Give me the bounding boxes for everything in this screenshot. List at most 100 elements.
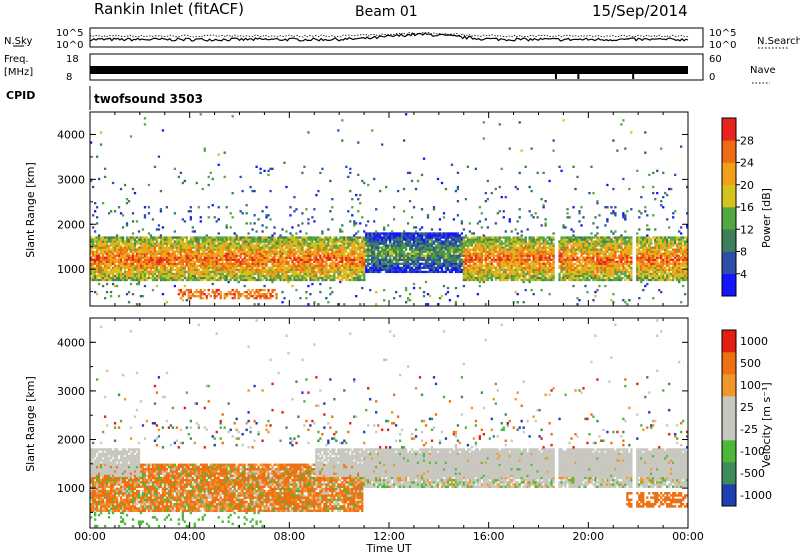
heatmap-cell <box>165 262 169 265</box>
heatmap-cell <box>371 254 374 257</box>
heatmap-cell <box>448 262 452 265</box>
heatmap-cell <box>369 246 372 249</box>
heatmap-cell <box>203 258 206 261</box>
heatmap-cell <box>251 276 254 280</box>
heatmap-cell <box>217 276 220 280</box>
heatmap-cell <box>353 240 356 243</box>
heatmap-cell <box>379 236 382 239</box>
heatmap-cell <box>456 240 460 243</box>
heatmap-cell <box>502 278 505 282</box>
heatmap-cell <box>227 268 230 272</box>
heatmap-cell <box>259 248 262 251</box>
heatmap-cell <box>355 232 358 235</box>
heatmap-cell <box>271 250 274 253</box>
heatmap-cell <box>418 248 422 251</box>
heatmap-cell <box>389 238 392 241</box>
heatmap-cell <box>127 301 131 304</box>
heatmap-cell <box>285 266 288 270</box>
heatmap-cell <box>396 242 400 245</box>
heatmap-cell <box>394 254 398 257</box>
heatmap-cell <box>323 250 326 253</box>
heatmap-cell <box>361 256 364 259</box>
heatmap-cell <box>474 167 477 171</box>
heatmap-cell <box>317 242 320 245</box>
heatmap-cell <box>436 264 440 268</box>
heatmap-cell <box>255 288 258 292</box>
heatmap-cell <box>361 238 364 241</box>
heatmap-cell <box>466 264 470 268</box>
heatmap-cell <box>464 240 468 243</box>
heatmap-cell <box>355 274 358 278</box>
heatmap-cell <box>185 260 188 263</box>
heatmap-cell <box>90 141 93 144</box>
heatmap-cell <box>111 276 115 280</box>
heatmap-cell <box>500 266 503 270</box>
heatmap-cell <box>199 288 202 292</box>
heatmap-cell <box>269 292 272 296</box>
heatmap-cell <box>287 246 290 249</box>
heatmap-cell <box>470 240 474 243</box>
heatmap-cell <box>99 143 103 146</box>
heatmap-cell <box>369 240 372 243</box>
heatmap-cell <box>215 270 218 274</box>
heatmap-cell <box>211 264 214 268</box>
heatmap-cell <box>283 258 286 261</box>
heatmap-cell <box>353 242 356 245</box>
heatmap-cell <box>390 252 394 255</box>
heatmap-cell <box>367 242 370 245</box>
heatmap-cell <box>119 278 123 282</box>
heatmap-cell <box>177 175 180 179</box>
heatmap-cell <box>243 262 246 265</box>
heatmap-cell <box>400 250 404 253</box>
heatmap-cell <box>506 266 509 270</box>
heatmap-cell <box>265 246 268 249</box>
heatmap-cell <box>520 246 523 249</box>
heatmap-cell <box>179 276 182 280</box>
heatmap-cell <box>460 258 464 261</box>
heatmap-cell <box>219 292 222 296</box>
heatmap-cell <box>147 262 151 265</box>
heatmap-cell <box>215 266 218 270</box>
heatmap-cell <box>109 272 113 276</box>
heatmap-cell <box>97 256 101 259</box>
heatmap-cell <box>223 238 226 241</box>
heatmap-cell <box>195 288 198 292</box>
heatmap-cell <box>359 242 362 245</box>
heatmap-cell <box>446 262 450 265</box>
heatmap-cell <box>119 264 123 268</box>
heatmap-cell <box>207 216 210 219</box>
heatmap-cell <box>351 264 354 268</box>
heatmap-cell <box>293 272 296 276</box>
heatmap-cell <box>165 256 169 259</box>
heatmap-cell <box>231 115 234 118</box>
heatmap-cell <box>353 270 356 274</box>
heatmap-cell <box>331 274 334 278</box>
heatmap-cell <box>349 262 352 265</box>
heatmap-cell <box>500 252 503 255</box>
heatmap-cell <box>490 260 493 263</box>
heatmap-cell <box>500 258 503 261</box>
heatmap-cell <box>97 238 101 241</box>
heatmap-cell <box>313 208 316 211</box>
heatmap-cell <box>402 246 406 249</box>
heatmap-cell <box>486 179 489 183</box>
heatmap-cell <box>95 256 99 259</box>
heatmap-cell <box>161 276 165 280</box>
heatmap-cell <box>287 240 290 243</box>
heatmap-cell <box>263 244 266 247</box>
heatmap-cell <box>416 250 420 253</box>
heatmap-cell <box>97 254 101 257</box>
heatmap-cell <box>363 236 366 239</box>
heatmap-cell <box>357 246 360 249</box>
heatmap-cell <box>181 248 184 251</box>
heatmap-cell <box>217 250 220 253</box>
heatmap-cell <box>383 242 386 245</box>
heatmap-cell <box>191 226 194 229</box>
heatmap-cell <box>281 290 284 294</box>
heatmap-cell <box>474 270 477 274</box>
heatmap-cell <box>301 248 304 251</box>
heatmap-cell <box>129 135 133 138</box>
heatmap-cell <box>153 254 157 257</box>
heatmap-cell <box>452 268 456 272</box>
heatmap-cell <box>333 256 336 259</box>
